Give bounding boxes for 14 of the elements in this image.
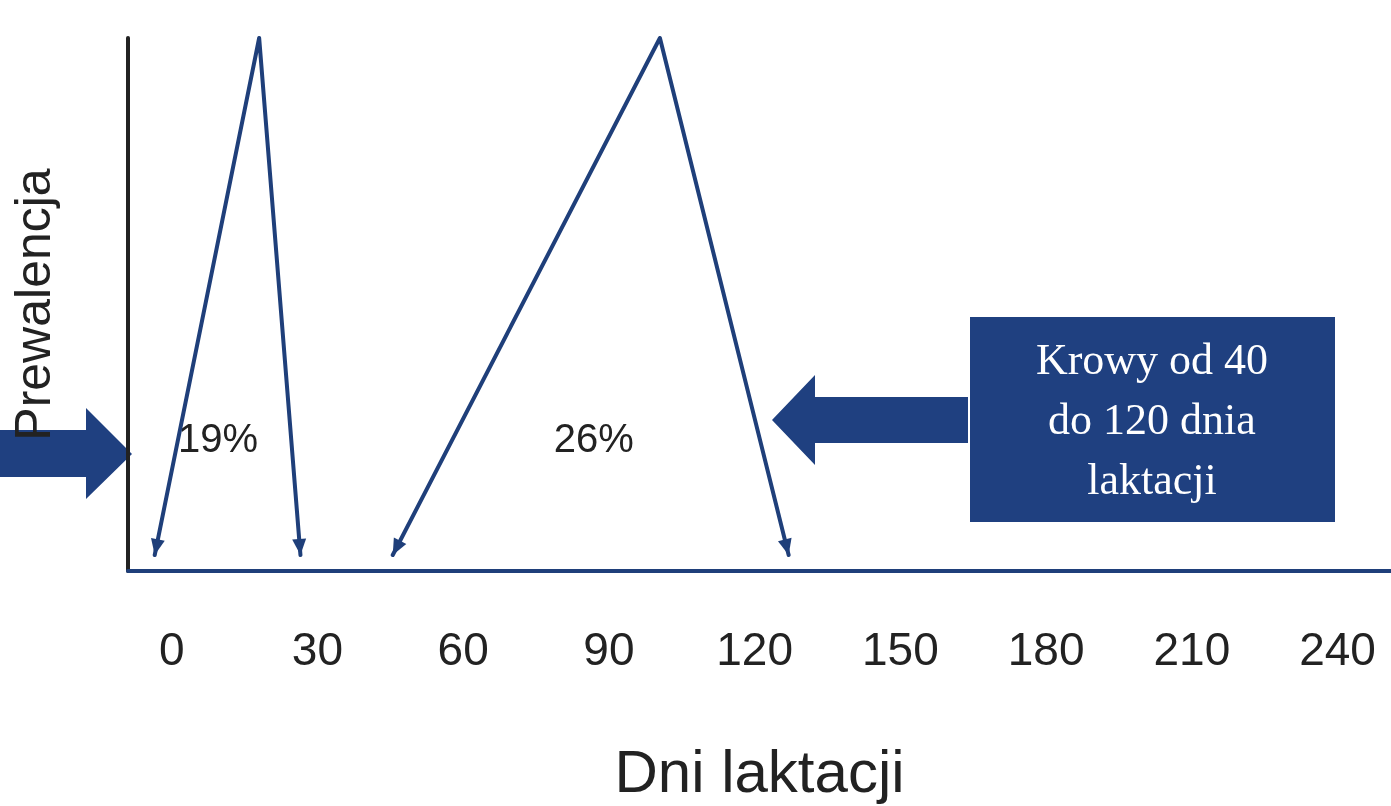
x-tick-label: 240	[1299, 623, 1376, 675]
x-tick-label: 90	[583, 623, 635, 675]
annotation: 26%	[553, 415, 634, 460]
x-tick-label: 60	[437, 623, 489, 675]
annotation: 19%	[178, 415, 259, 460]
x-tick-label: 0	[158, 623, 185, 675]
x-tick-label: 120	[716, 623, 794, 675]
x-tick-label: 210	[1153, 623, 1231, 675]
y-axis-title: Prewalencja	[5, 168, 61, 441]
x-tick-label: 30	[291, 623, 344, 675]
x-tick-label: 180	[1007, 623, 1085, 675]
annotation: Krowy od 40 do 120 dnia laktacji	[1035, 334, 1269, 504]
x-axis-title: Dni laktacji	[614, 737, 905, 805]
x-tick-label: 150	[862, 623, 939, 675]
